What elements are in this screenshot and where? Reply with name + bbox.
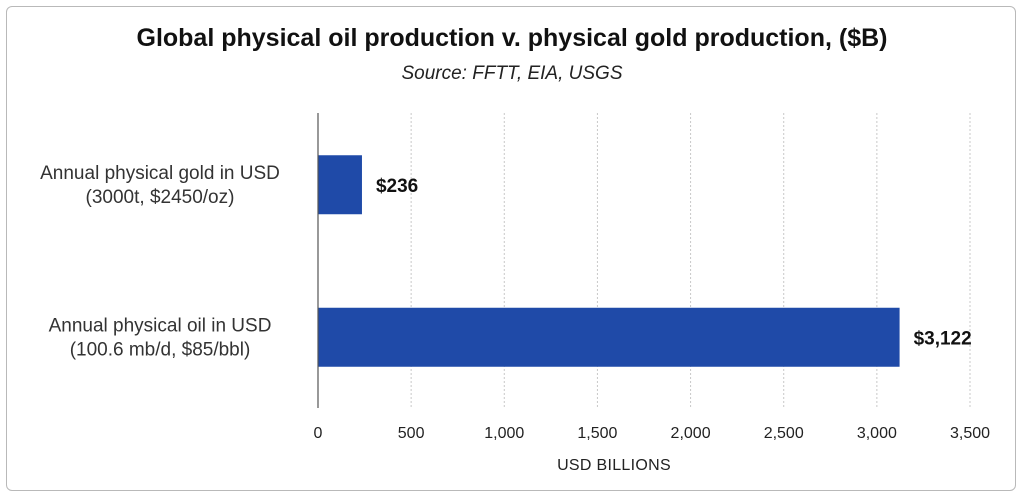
data-label-0: $236 (376, 176, 418, 197)
category-label-0: Annual physical gold in USD (3000t, $2450… (40, 163, 280, 208)
x-tick-label-1500: 1,500 (577, 425, 617, 442)
x-tick-label-500: 500 (398, 425, 425, 442)
data-label-1: $3,122 (914, 328, 972, 349)
x-axis-title: USD BILLIONS (557, 457, 671, 474)
data-labels: $236 $3,122 (376, 176, 972, 350)
bar-0 (318, 155, 362, 215)
category-label-1: Annual physical oil in USD (100.6 mb/d, $… (49, 315, 272, 360)
bar-1 (318, 307, 900, 367)
bars (318, 155, 900, 367)
x-tick-label-1000: 1,000 (484, 425, 524, 442)
x-tick-label-2000: 2,000 (671, 425, 711, 442)
chart-frame (6, 6, 1016, 491)
x-tick-label-2500: 2,500 (764, 425, 804, 442)
chart-title: Global physical oil production v. physic… (136, 24, 888, 52)
category-labels: Annual physical gold in USD (3000t, $2450… (40, 163, 280, 361)
chart-subtitle: Source: FFTT, EIA, USGS (401, 63, 623, 84)
x-tick-label-3000: 3,000 (857, 425, 897, 442)
x-tick-label-3500: 3,500 (950, 425, 990, 442)
x-tick-label-0: 0 (314, 425, 323, 442)
x-tick-labels: 0 500 1,000 1,500 2,000 2,500 3,000 3,500 (314, 425, 991, 442)
